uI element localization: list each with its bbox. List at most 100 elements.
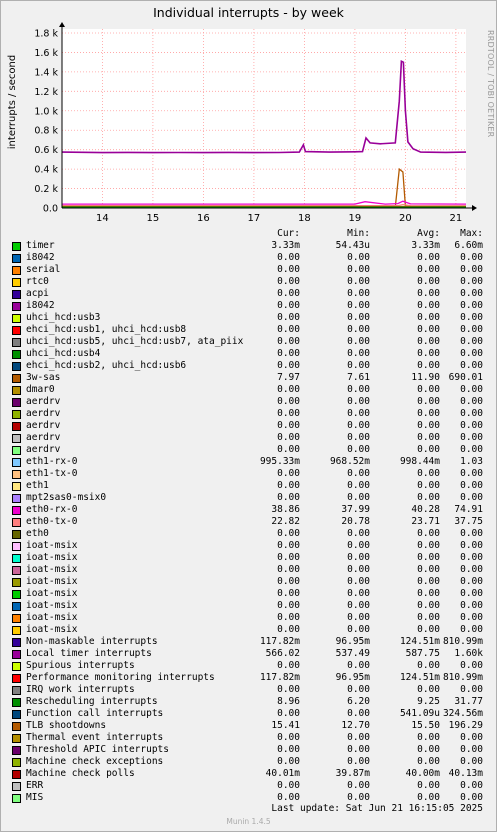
legend-series-name: Local timer interrupts: [26, 648, 152, 659]
legend-series-name: Performance monitoring interrupts: [26, 672, 215, 683]
legend-value-max: 0.00: [460, 396, 483, 407]
legend-swatch: [12, 326, 21, 335]
legend-swatch: [12, 494, 21, 503]
legend-series-name: acpi: [26, 288, 49, 299]
legend-value-min: 0.00: [347, 276, 370, 287]
legend-row: ioat-msix 0.00 0.00 0.00 0.00: [0, 540, 497, 552]
legend-value-min: 0.00: [347, 660, 370, 671]
legend-value-min: 0.00: [347, 684, 370, 695]
legend-value-max: 810.99m: [442, 636, 483, 647]
legend-series-name: ioat-msix: [26, 564, 78, 575]
legend-value-cur: 0.00: [277, 576, 300, 587]
legend-series-name: ioat-msix: [26, 588, 78, 599]
legend-value-min: 0.00: [347, 396, 370, 407]
x-tick-label: 17: [248, 213, 261, 224]
legend-value-avg: 0.00: [417, 336, 440, 347]
legend-series-name: ehci_hcd:usb2, uhci_hcd:usb6: [26, 360, 187, 371]
legend-series-name: eth1-tx-0: [26, 468, 78, 479]
legend-value-cur: 0.00: [277, 588, 300, 599]
legend-value-cur: 0.00: [277, 792, 300, 803]
legend-value-avg: 0.00: [417, 348, 440, 359]
y-tick-label: 0.2 k: [34, 184, 58, 195]
legend-series-name: Rescheduling interrupts: [26, 696, 158, 707]
legend-row: Rescheduling interrupts 8.96 6.20 9.25 31.77: [0, 696, 497, 708]
y-axis-label: interrupts / second: [7, 55, 18, 149]
legend-value-cur: 0.00: [277, 612, 300, 623]
legend-value-min: 0.00: [347, 600, 370, 611]
legend-value-cur: 0.00: [277, 276, 300, 287]
legend-swatch: [12, 542, 21, 551]
legend-swatch: [12, 482, 21, 491]
legend-swatch: [12, 338, 21, 347]
legend-value-min: 20.78: [341, 516, 370, 527]
legend-row: ioat-msix 0.00 0.00 0.00 0.00: [0, 624, 497, 636]
legend-series-name: eth0: [26, 528, 49, 539]
legend-value-cur: 0.00: [277, 252, 300, 263]
legend-row: dmar0 0.00 0.00 0.00 0.00: [0, 384, 497, 396]
legend-value-min: 0.00: [347, 444, 370, 455]
legend-value-min: 0.00: [347, 732, 370, 743]
legend-value-avg: 541.09u: [399, 708, 440, 719]
legend-swatch: [12, 422, 21, 431]
chart-area: 0.0 0.2 k 0.4 k 0.6 k 0.8 k 1.0 k 1.2 k 1.4 k 1.…: [34, 22, 477, 224]
legend-value-avg: 124.51m: [399, 672, 440, 683]
x-tick-label: 18: [298, 213, 311, 224]
legend-value-cur: 40.01m: [265, 768, 300, 779]
y-tick-label: 1.6 k: [34, 48, 58, 59]
legend-series-name: ioat-msix: [26, 576, 78, 587]
legend-value-avg: 0.00: [417, 576, 440, 587]
legend-row: eth1-rx-0 995.33m 968.52m 998.44m 1.03: [0, 456, 497, 468]
legend-value-avg: 0.00: [417, 528, 440, 539]
legend-value-avg: 0.00: [417, 564, 440, 575]
legend-value-min: 0.00: [347, 528, 370, 539]
legend-row: ehci_hcd:usb1, uhci_hcd:usb8 0.00 0.00 0.00…: [0, 324, 497, 336]
legend-value-max: 0.00: [460, 360, 483, 371]
legend-value-cur: 0.00: [277, 468, 300, 479]
legend-value-avg: 0.00: [417, 660, 440, 671]
legend-swatch: [12, 650, 21, 659]
legend-row: Threshold APIC interrupts 0.00 0.00 0.00 0.0…: [0, 744, 497, 756]
legend-swatch: [12, 458, 21, 467]
legend-value-avg: 0.00: [417, 396, 440, 407]
legend-swatch: [12, 302, 21, 311]
legend-value-cur: 0.00: [277, 780, 300, 791]
legend-value-max: 0.00: [460, 480, 483, 491]
col-header-min: Min:: [347, 228, 370, 239]
legend-value-min: 12.70: [341, 720, 370, 731]
legend-series-name: ioat-msix: [26, 600, 78, 611]
legend-value-avg: 11.90: [411, 372, 440, 383]
legend-value-max: 0.00: [460, 552, 483, 563]
legend-value-max: 810.99m: [442, 672, 483, 683]
legend-value-cur: 0.00: [277, 348, 300, 359]
series-line: [61, 59, 467, 154]
legend-value-avg: 3.33m: [411, 240, 440, 251]
legend-value-max: 0.00: [460, 468, 483, 479]
legend-value-avg: 0.00: [417, 312, 440, 323]
legend-value-min: 39.87m: [335, 768, 370, 779]
legend-row: ioat-msix 0.00 0.00 0.00 0.00: [0, 612, 497, 624]
legend-swatch: [12, 470, 21, 479]
legend-series-name: uhci_hcd:usb3: [26, 312, 101, 323]
y-axis-arrow: [59, 22, 65, 27]
legend-value-cur: 117.82m: [259, 672, 300, 683]
legend-row: acpi 0.00 0.00 0.00 0.00: [0, 288, 497, 300]
legend-value-avg: 9.25: [417, 696, 440, 707]
legend-value-max: 0.00: [460, 564, 483, 575]
legend-value-max: 0.00: [460, 384, 483, 395]
legend-row: eth0-tx-0 22.82 20.78 23.71 37.75: [0, 516, 497, 528]
legend-row: Function call interrupts 0.00 0.00 541.09u 3…: [0, 708, 497, 720]
legend-value-avg: 40.28: [411, 504, 440, 515]
legend-value-cur: 0.00: [277, 384, 300, 395]
legend-swatch: [12, 746, 21, 755]
legend-value-max: 0.00: [460, 528, 483, 539]
legend-swatch: [12, 290, 21, 299]
y-tick-label: 1.0 k: [34, 106, 58, 117]
legend-value-min: 0.00: [347, 324, 370, 335]
legend-series-name: IRQ work interrupts: [26, 684, 135, 695]
series-line: [62, 200, 467, 205]
legend-series-name: ERR: [26, 780, 44, 791]
legend-series-name: Machine check polls: [26, 768, 135, 779]
legend-value-avg: 0.00: [417, 408, 440, 419]
legend-value-min: 0.00: [347, 408, 370, 419]
legend-value-avg: 0.00: [417, 624, 440, 635]
